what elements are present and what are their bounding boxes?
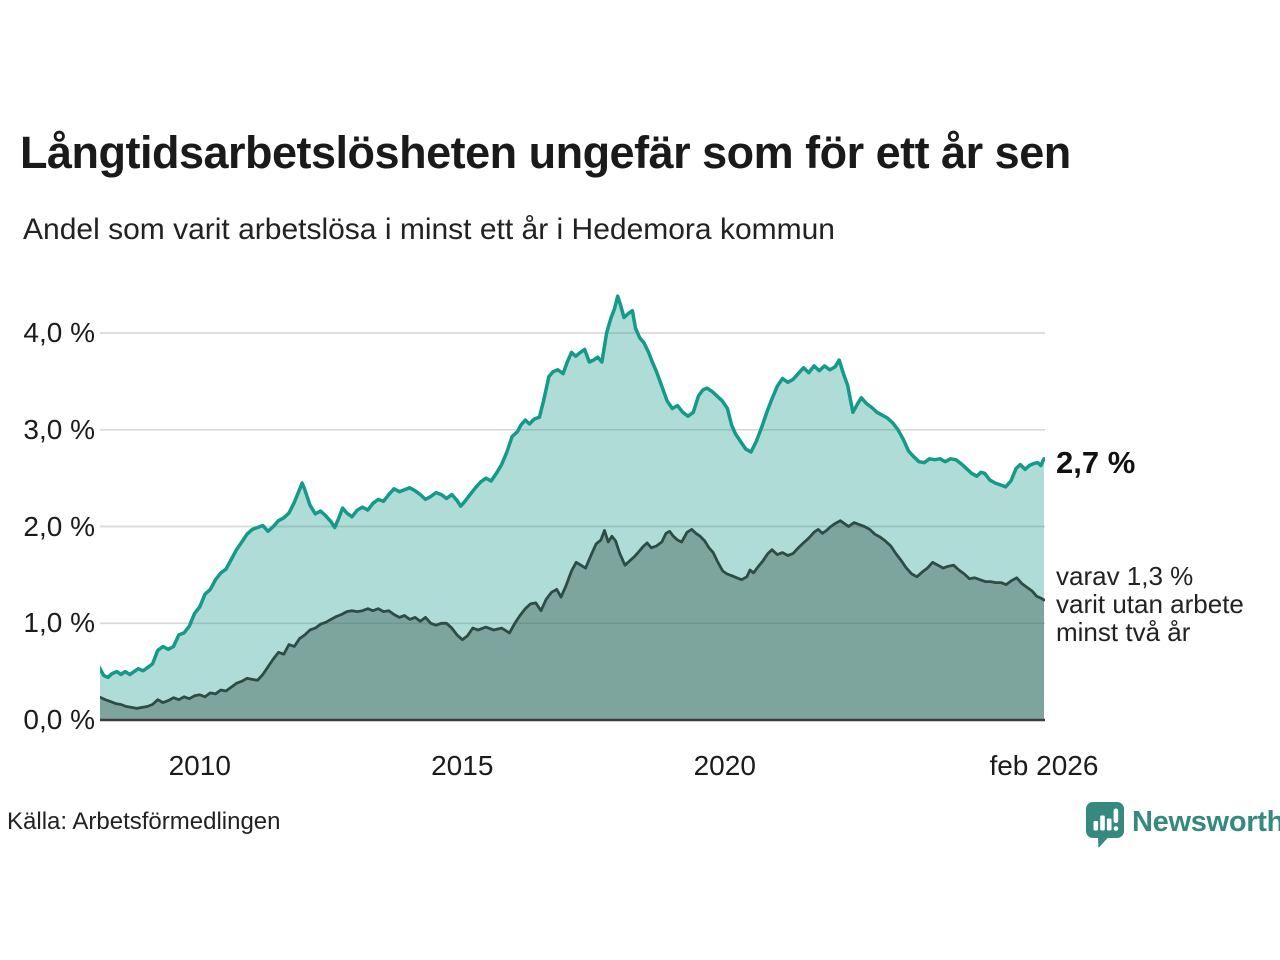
line-minst-tva-ar <box>97 519 1046 710</box>
plot-area <box>97 280 1046 722</box>
line-minst-ett-ar <box>97 294 1046 680</box>
area-minst-ett-ar <box>99 296 1044 720</box>
x-tick-label-feb-2026: feb 2026 <box>989 750 1099 781</box>
latest-value-label: 2,7 % <box>1056 445 1136 480</box>
chart-subtitle: Andel som varit arbetslösa i minst ett å… <box>23 213 835 246</box>
y-tick-label-4: 4,0 % <box>23 317 95 348</box>
area-minst-tva-ar <box>99 520 1044 720</box>
secondary-series-annotation: varav 1,3 % varit utan arbete minst två … <box>1056 562 1280 646</box>
speech-bubble-bar-chart-icon <box>1086 802 1124 848</box>
annotation-line: varit utan arbete <box>1056 589 1244 619</box>
annotation-line: varav 1,3 % <box>1056 561 1194 591</box>
newsworthy-wordmark: Newsworthy <box>1132 806 1280 838</box>
y-tick-label-2: 2,0 % <box>23 510 95 542</box>
page-title: Långtidsarbetslösheten ungefär som för e… <box>20 127 1071 178</box>
annotation-line: minst två år <box>1056 617 1191 647</box>
x-tick-label-2015: 2015 <box>431 750 494 781</box>
y-tick-label-0: 0,0 % <box>23 704 95 735</box>
x-tick-label-2010: 2010 <box>168 750 231 781</box>
y-tick-label-1: 1,0 % <box>23 607 95 639</box>
plot-svg <box>97 294 1046 722</box>
y-tick-label-3: 3,0 % <box>23 413 95 445</box>
x-tick-label-2020: 2020 <box>693 750 756 781</box>
source-label: Källa: Arbetsförmedlingen <box>7 808 281 835</box>
